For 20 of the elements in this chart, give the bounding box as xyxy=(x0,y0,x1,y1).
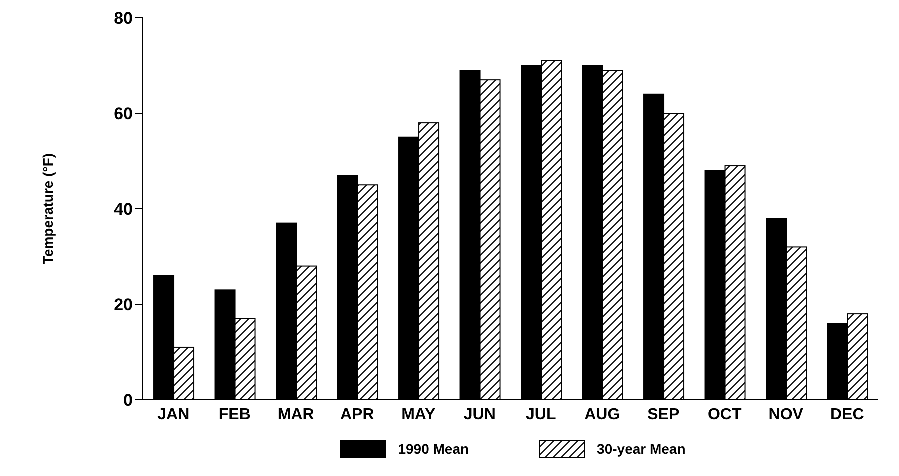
x-tick-label: DEC xyxy=(830,406,865,424)
y-tick-label: 20 xyxy=(114,296,133,315)
x-tick-label: JUL xyxy=(526,406,556,424)
x-tick-label: OCT xyxy=(708,406,742,424)
x-tick-label: SEP xyxy=(648,406,680,424)
y-tick-label: 60 xyxy=(114,104,133,124)
x-tick-label: JUN xyxy=(464,406,496,424)
y-tick-label: 0 xyxy=(124,391,133,410)
y-axis-title: Temperature (°F) xyxy=(40,153,56,265)
x-tick-label: MAY xyxy=(402,406,436,424)
y-tick-label: 40 xyxy=(114,200,133,220)
legend-label: 1990 Mean xyxy=(398,441,470,457)
x-tick-label: FEB xyxy=(218,406,251,424)
x-tick-label: AUG xyxy=(584,406,620,424)
x-tick-label: JAN xyxy=(158,406,190,424)
legend-label: 30-year Mean xyxy=(597,441,686,457)
x-tick-label: NOV xyxy=(768,406,804,424)
x-tick-label: MAR xyxy=(278,406,315,424)
x-tick-label: APR xyxy=(340,406,375,424)
y-tick-label: 80 xyxy=(114,9,133,28)
